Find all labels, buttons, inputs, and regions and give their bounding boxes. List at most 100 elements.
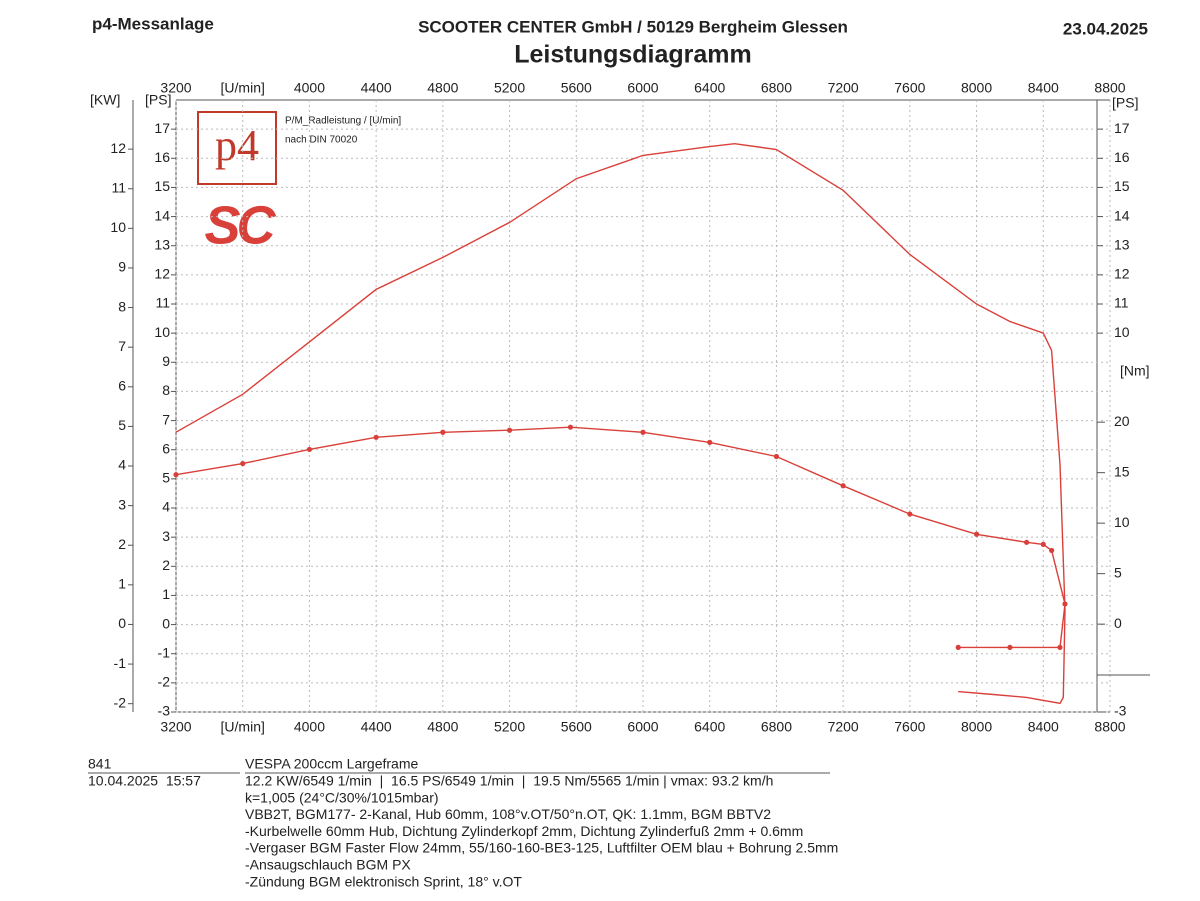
- x-tick-label: 5600: [561, 80, 592, 96]
- x-tick-label: 8000: [961, 80, 992, 96]
- y-tick-label: 3: [162, 528, 170, 544]
- footer-line: -Vergaser BGM Faster Flow 24mm, 55/160-1…: [245, 840, 838, 856]
- header-center: SCOOTER CENTER GmbH / 50129 Bergheim Gle…: [418, 17, 848, 36]
- x-tick-label: 5200: [494, 80, 525, 96]
- y-tick-label: 6: [162, 440, 170, 456]
- y-tick-label: 2: [162, 557, 170, 573]
- data-point: [1062, 601, 1068, 607]
- kw-tick-label: 10: [110, 219, 126, 235]
- y-tick-label: 16: [154, 149, 170, 165]
- kw-tick-label: 3: [118, 496, 126, 512]
- y-tick-label: 7: [162, 411, 170, 427]
- x-tick-label: [U/min]: [221, 80, 265, 96]
- data-point: [567, 424, 574, 430]
- y-tick-label: 9: [162, 353, 170, 369]
- logo-box: [197, 111, 277, 185]
- kw-tick-label: 0: [118, 615, 126, 631]
- y-right-tick-label: 10: [1114, 324, 1130, 340]
- x-tick-label: 4000: [294, 80, 325, 96]
- x-tick-label: 6000: [627, 80, 658, 96]
- y2-tick-label: 15: [1114, 463, 1130, 479]
- x-tick-label: 6000: [627, 719, 658, 735]
- x-tick-label: 4400: [361, 80, 392, 96]
- footer-line: 12.2 KW/6549 1/min | 16.5 PS/6549 1/min …: [245, 773, 773, 789]
- y-right-tick-label: -3: [1114, 703, 1127, 719]
- x-tick-label: 5200: [494, 719, 525, 735]
- data-point: [640, 429, 646, 435]
- x-tick-label: 8000: [961, 719, 992, 735]
- y-tick-label: 5: [162, 470, 170, 486]
- y-right-tick-label: 12: [1114, 266, 1130, 282]
- y-tick-label: -2: [158, 674, 171, 690]
- y2-axis-label: [Nm]: [1120, 363, 1150, 379]
- legend-text: P/M_Radleistung / [U/min]: [285, 116, 401, 127]
- kw-tick-label: 1: [118, 576, 126, 592]
- x-tick-label: 6400: [694, 80, 725, 96]
- kw-axis-label: [KW]: [90, 92, 120, 108]
- x-tick-label: [U/min]: [221, 719, 265, 735]
- data-point: [955, 644, 961, 650]
- y2-tick-label: 20: [1114, 413, 1130, 429]
- y-tick-label: 11: [155, 295, 170, 311]
- x-tick-label: 8800: [1094, 719, 1125, 735]
- kw-tick-label: -2: [114, 694, 127, 710]
- data-point: [1057, 644, 1063, 650]
- x-tick-label: 7600: [894, 80, 925, 96]
- x-tick-label: 6400: [694, 719, 725, 735]
- data-point: [173, 472, 179, 478]
- footer-line: -Ansaugschlauch BGM PX: [245, 857, 411, 873]
- y2-tick-label: 0: [1114, 615, 1122, 631]
- logo-sc: SC: [204, 195, 276, 255]
- x-tick-label: 3200: [160, 80, 191, 96]
- x-tick-label: 4800: [427, 80, 458, 96]
- y-tick-label: -3: [158, 703, 171, 719]
- data-line: [175, 142, 1066, 705]
- legend-text: nach DIN 70020: [285, 135, 358, 146]
- footer-line: k=1,005 (24°C/30%/1015mbar): [245, 789, 439, 805]
- kw-tick-label: 2: [118, 536, 126, 552]
- y-tick-label: 8: [162, 382, 170, 398]
- kw-tick-label: 8: [118, 298, 126, 314]
- y-tick-label: 10: [154, 324, 170, 340]
- footer-line: VESPA 200ccm Largeframe: [245, 756, 418, 772]
- y-right-tick-label: 13: [1114, 236, 1130, 252]
- x-tick-label: 5600: [561, 719, 592, 735]
- footer-line: -Kurbelwelle 60mm Hub, Dichtung Zylinder…: [245, 823, 803, 839]
- y-tick-label: 0: [162, 615, 170, 631]
- data-point: [306, 446, 313, 453]
- footer-line: -Zündung BGM elektronisch Sprint, 18° v.…: [245, 873, 522, 889]
- x-tick-label: 7200: [828, 80, 859, 96]
- data-point: [907, 511, 913, 517]
- footer-id: 841: [88, 756, 112, 772]
- kw-tick-label: 9: [118, 259, 126, 275]
- kw-tick-label: 6: [118, 377, 126, 393]
- x-tick-label: 4000: [294, 719, 325, 735]
- data-point: [707, 439, 713, 445]
- header-date: 23.04.2025: [1063, 19, 1148, 38]
- x-tick-label: 4800: [427, 719, 458, 735]
- data-point: [1007, 644, 1013, 650]
- y-tick-label: 14: [154, 207, 170, 223]
- data-point: [506, 427, 513, 433]
- x-tick-label: 6800: [761, 719, 792, 735]
- data-point: [840, 483, 846, 489]
- x-tick-label: 4400: [361, 719, 392, 735]
- kw-tick-label: 12: [110, 140, 126, 156]
- data-point: [973, 531, 980, 537]
- x-tick-label: 3200: [160, 719, 191, 735]
- data-point: [773, 453, 780, 460]
- y-right-tick-label: 11: [1114, 295, 1129, 311]
- y-right-tick-label: 14: [1114, 207, 1130, 223]
- kw-tick-label: -1: [114, 655, 127, 671]
- x-tick-label: 8400: [1028, 80, 1059, 96]
- y-tick-label: 17: [154, 120, 170, 136]
- kw-tick-label: 5: [118, 417, 126, 433]
- y-right-tick-label: 16: [1114, 149, 1130, 165]
- y-tick-label: -1: [158, 644, 171, 660]
- kw-tick-label: 4: [118, 457, 126, 473]
- footer-datetime: 10.04.2025 15:57: [88, 773, 201, 789]
- y-right-axis-label: [PS]: [1112, 95, 1138, 111]
- y-tick-label: 13: [154, 236, 170, 252]
- chart-title: Leistungsdiagramm: [514, 41, 752, 69]
